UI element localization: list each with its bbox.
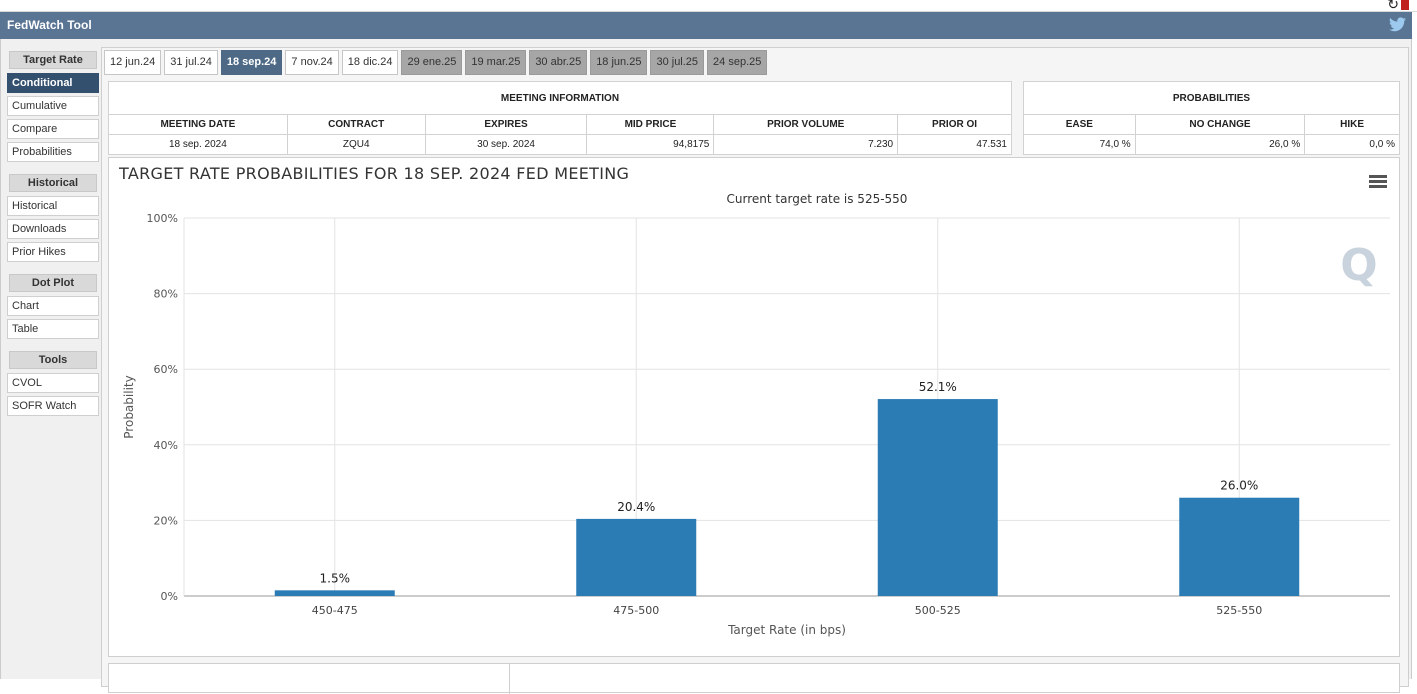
tab-meeting[interactable]: 24 sep.25 — [707, 50, 768, 75]
sidebar-item-historical[interactable]: Historical — [7, 196, 99, 216]
top-strip: ↻ — [0, 0, 1417, 12]
y-tick-label: 100% — [147, 212, 178, 225]
sidebar-item-cvol[interactable]: CVOL — [7, 373, 99, 393]
chart-subtitle: Current target rate is 525-550 — [727, 192, 908, 206]
bar — [274, 590, 395, 596]
tab-meeting[interactable]: 12 jun.24 — [104, 50, 162, 75]
x-tick-label: 500-525 — [915, 604, 961, 617]
y-tick-label: 40% — [154, 439, 178, 452]
tab-meeting-selected[interactable]: 18 sep.24 — [220, 50, 283, 75]
sidebar: Target Rate Conditional Cumulative Compa… — [7, 51, 99, 419]
meeting-tabs: 12 jun.24 31 jul.24 18 sep.24 7 nov.24 1… — [104, 50, 770, 76]
sidebar-item-downloads[interactable]: Downloads — [7, 219, 99, 239]
bar-chart: Current target rate is 525-550 0% 20% 40% 60… — [122, 192, 1390, 637]
sidebar-item-prior-hikes[interactable]: Prior Hikes — [7, 242, 99, 262]
y-tick-label: 0% — [161, 590, 178, 603]
hamburger-menu-icon[interactable] — [1369, 175, 1387, 189]
tab-meeting[interactable]: 18 dic.24 — [341, 50, 399, 75]
data-label: 1.5% — [320, 571, 351, 585]
ease-value: 74,0 % — [1023, 134, 1136, 155]
data-label: 52.1% — [919, 380, 957, 394]
col-header: HIKE — [1304, 114, 1400, 135]
sidebar-item-probabilities[interactable]: Probabilities — [7, 142, 99, 162]
app-title: FedWatch Tool — [7, 18, 92, 32]
col-header: MID PRICE — [586, 114, 715, 135]
y-tick-label: 60% — [154, 363, 178, 376]
pdf-icon[interactable] — [1401, 0, 1409, 10]
col-header: EASE — [1023, 114, 1136, 135]
no-change-value: 26,0 % — [1134, 134, 1306, 155]
refresh-icon[interactable]: ↻ — [1387, 0, 1399, 12]
sidebar-item-chart[interactable]: Chart — [7, 296, 99, 316]
col-header: CONTRACT — [286, 114, 426, 135]
sidebar-item-sofr-watch[interactable]: SOFR Watch — [7, 396, 99, 416]
data-label: 20.4% — [617, 500, 655, 514]
probabilities-title: PROBABILITIES — [1023, 81, 1400, 115]
content-panel: 12 jun.24 31 jul.24 18 sep.24 7 nov.24 1… — [101, 47, 1409, 694]
watermark-logo: Q — [1340, 240, 1377, 291]
tab-meeting[interactable]: 31 jul.24 — [164, 50, 218, 75]
col-header: EXPIRES — [424, 114, 588, 135]
expires-value: 30 sep. 2024 — [424, 134, 588, 155]
bar — [877, 399, 998, 596]
sidebar-section-historical: Historical — [9, 174, 97, 192]
prior-volume-value: 7.230 — [713, 134, 899, 155]
bar — [1179, 497, 1300, 596]
tab-meeting[interactable]: 30 jul.25 — [650, 50, 705, 75]
app-title-bar: FedWatch Tool — [0, 12, 1412, 39]
y-tick-label: 80% — [154, 288, 178, 301]
sidebar-item-compare[interactable]: Compare — [7, 119, 99, 139]
y-axis-title: Probability — [122, 375, 136, 438]
sidebar-section-dot-plot: Dot Plot — [9, 274, 97, 292]
tab-meeting[interactable]: 29 ene.25 — [401, 50, 463, 75]
data-label: 26.0% — [1220, 479, 1258, 493]
prior-oi-value: 47.531 — [897, 134, 1012, 155]
sidebar-item-table[interactable]: Table — [7, 319, 99, 339]
meeting-date-value: 18 sep. 2024 — [108, 134, 288, 155]
chart-container: TARGET RATE PROBABILITIES FOR 18 SEP. 20… — [108, 157, 1400, 657]
sidebar-item-cumulative[interactable]: Cumulative — [7, 96, 99, 116]
y-tick-label: 20% — [154, 514, 178, 527]
top-icons: ↻ — [1387, 0, 1409, 12]
tab-meeting[interactable]: 30 abr.25 — [529, 50, 588, 75]
hike-value: 0,0 % — [1304, 134, 1400, 155]
twitter-icon[interactable] — [1389, 17, 1406, 32]
x-tick-label: 450-475 — [312, 604, 358, 617]
bar — [576, 518, 697, 596]
x-tick-label: 525-550 — [1216, 604, 1262, 617]
contract-value: ZQU4 — [286, 134, 426, 155]
tab-meeting[interactable]: 7 nov.24 — [285, 50, 339, 75]
meeting-info-title: MEETING INFORMATION — [108, 81, 1012, 115]
chart-title: TARGET RATE PROBABILITIES FOR 18 SEP. 20… — [119, 164, 630, 183]
col-header: MEETING DATE — [108, 114, 288, 135]
meeting-info-table: MEETING INFORMATION MEETING DATE CONTRAC… — [108, 81, 1012, 155]
bottom-table-row — [108, 663, 1400, 694]
sidebar-item-conditional[interactable]: Conditional — [7, 73, 99, 93]
tab-meeting[interactable]: 18 jun.25 — [590, 50, 648, 75]
x-tick-label: 475-500 — [613, 604, 659, 617]
probabilities-table: PROBABILITIES EASE NO CHANGE HIKE 74,0 %… — [1023, 81, 1400, 155]
col-header: NO CHANGE — [1134, 114, 1306, 135]
col-header: PRIOR OI — [897, 114, 1012, 135]
mid-price-value: 94,8175 — [586, 134, 715, 155]
sidebar-section-tools: Tools — [9, 351, 97, 369]
col-header: PRIOR VOLUME — [713, 114, 899, 135]
x-axis-title: Target Rate (in bps) — [727, 623, 846, 637]
sidebar-section-target-rate: Target Rate — [9, 51, 97, 69]
tab-meeting[interactable]: 19 mar.25 — [465, 50, 527, 75]
main-frame: Target Rate Conditional Cumulative Compa… — [0, 39, 1412, 694]
